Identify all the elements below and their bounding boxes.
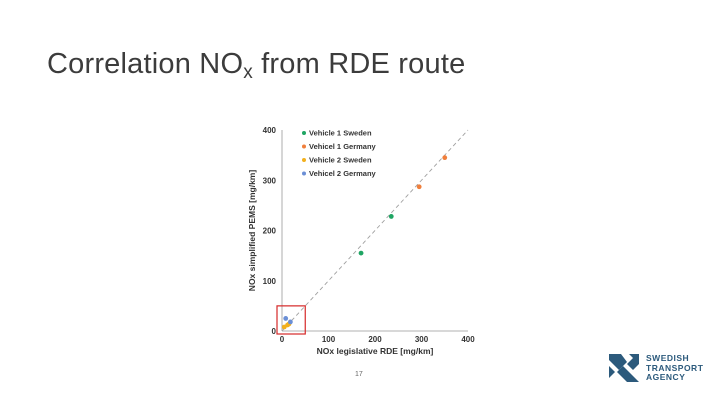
logo-line-1: SWEDISH <box>646 353 690 363</box>
title-main: Correlation NO <box>47 48 244 80</box>
logo-line-2: TRANSPORT <box>646 362 704 373</box>
page-number: 17 <box>355 371 363 378</box>
highlight-box <box>276 305 306 335</box>
y-tick-label: 400 <box>263 126 277 135</box>
y-tick-label: 200 <box>263 227 277 236</box>
x-tick-label: 300 <box>415 335 429 344</box>
logo-line-3: AGENCY <box>646 372 686 382</box>
page-title: Correlation NOx from RDE route <box>47 48 465 84</box>
data-point-series-2 <box>442 155 448 161</box>
swedish-transport-agency-logo: SWEDISH TRANSPORT AGENCY <box>609 352 709 386</box>
agency-logo-icon <box>609 354 639 382</box>
legend-label-series-2: Vehicel 1 Germany <box>309 142 377 151</box>
y-tick-label: 100 <box>263 277 277 286</box>
legend-label-series-1: Vehicle 1 Sweden <box>309 129 372 138</box>
data-point-series-4 <box>287 319 293 325</box>
y-axis-label: NOx simplified PEMS [mg/km] <box>247 170 257 292</box>
legend-marker-series-4 <box>302 171 306 176</box>
legend-marker-series-1 <box>302 131 306 135</box>
data-point-series-2 <box>416 184 422 190</box>
y-tick-label: 300 <box>263 176 277 185</box>
legend-label-series-4: Vehicel 2 Germany <box>309 169 377 178</box>
legend-marker-series-2 <box>302 144 306 149</box>
title-subscript: x <box>243 62 253 83</box>
legend-label-series-3: Vehicle 2 Sweden <box>309 156 372 165</box>
data-point-series-1 <box>358 250 364 256</box>
data-point-series-1 <box>388 214 394 219</box>
x-axis-label: NOx legislative RDE [mg/km] <box>317 346 434 356</box>
legend-marker-series-3 <box>302 158 306 162</box>
data-point-series-4 <box>283 316 289 321</box>
y-tick-label: 0 <box>272 327 277 336</box>
nox-correlation-chart: 0 100 200 300 400 0 100 200 300 400 Vehicle 1 Swed… <box>247 126 475 356</box>
title-rest: from RDE route <box>252 48 466 80</box>
x-tick-label: 0 <box>280 335 285 344</box>
x-tick-label: 400 <box>461 335 475 344</box>
reference-line <box>281 129 469 332</box>
x-tick-label: 100 <box>322 335 336 344</box>
x-tick-label: 200 <box>368 335 382 344</box>
